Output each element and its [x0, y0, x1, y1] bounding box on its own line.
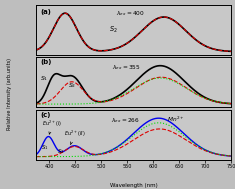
Text: Relative Intensity (arb.units): Relative Intensity (arb.units)	[7, 59, 12, 130]
Text: $S_2$: $S_2$	[109, 25, 117, 35]
Text: $S_1$: $S_1$	[41, 143, 49, 152]
Text: (b): (b)	[40, 59, 52, 65]
Text: $\lambda_{ex}=355$: $\lambda_{ex}=355$	[113, 63, 141, 72]
Text: Wavelength (nm): Wavelength (nm)	[110, 183, 158, 188]
Text: $S_2$: $S_2$	[57, 147, 64, 156]
Text: $S_2$: $S_2$	[68, 81, 76, 90]
Text: (a): (a)	[40, 9, 51, 15]
Text: $Eu^{2+}(II)$: $Eu^{2+}(II)$	[64, 129, 85, 144]
Text: $Eu^{2+}(I)$: $Eu^{2+}(I)$	[42, 119, 63, 134]
Text: $S_1$: $S_1$	[40, 74, 49, 83]
Text: (c): (c)	[40, 112, 51, 118]
Text: $Mn^{2+}$: $Mn^{2+}$	[167, 115, 184, 124]
Text: $\lambda_{ex}=400$: $\lambda_{ex}=400$	[116, 9, 145, 18]
Text: $\lambda_{ex}=266$: $\lambda_{ex}=266$	[110, 116, 139, 125]
